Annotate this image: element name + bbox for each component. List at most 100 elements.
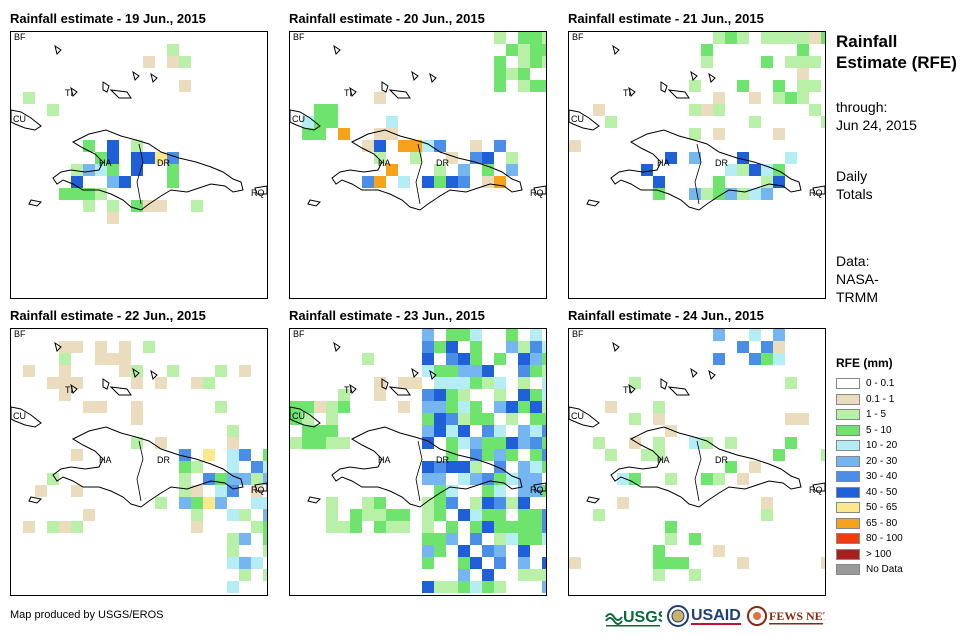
rainfall-cell	[665, 152, 677, 164]
rainfall-cell	[785, 377, 797, 389]
cuba-outline	[569, 406, 600, 428]
rainfall-map	[11, 341, 267, 593]
rainfall-cell	[326, 116, 338, 128]
bahamas-island-outline	[381, 81, 389, 93]
legend-swatch	[836, 393, 860, 405]
rainfall-cell	[338, 401, 350, 413]
rainfall-cell	[713, 353, 725, 365]
rainfall-cell	[434, 140, 446, 152]
turks-caicos-outline	[109, 386, 132, 396]
rainfall-cell	[155, 152, 167, 164]
bahamas-island-outline	[102, 378, 110, 390]
rainfall-cell	[458, 509, 470, 521]
rainfall-cell	[494, 545, 506, 557]
rainfall-cell	[107, 140, 119, 152]
rainfall-cell	[542, 521, 546, 533]
cuba-outline	[290, 406, 321, 428]
legend-swatch	[836, 548, 860, 560]
rainfall-cell	[542, 377, 546, 389]
usgs-wordmark: USGS	[623, 609, 662, 626]
rainfall-cell	[494, 437, 506, 449]
rainfall-cell	[143, 152, 155, 164]
rainfall-cell	[542, 80, 546, 92]
rainfall-cell	[542, 509, 546, 521]
rainfall-cell	[761, 509, 773, 521]
map-panel-21-jun: BF CU TI HA DR RQ	[568, 31, 826, 299]
panel-title-20-jun: Rainfall estimate - 20 Jun., 2015	[289, 11, 485, 26]
rainfall-cell	[809, 104, 821, 116]
rainfall-cell	[506, 401, 518, 413]
rainfall-cell	[59, 365, 71, 377]
coastline-outline	[586, 496, 601, 504]
legend-label: 0 - 0.1	[866, 378, 895, 389]
rainfall-cell	[227, 425, 239, 437]
rainfall-cell	[191, 377, 203, 389]
rainfall-cell	[773, 449, 785, 461]
rainfall-cell	[809, 56, 821, 68]
bahamas-island-outline	[628, 86, 636, 97]
rainfall-cell	[302, 437, 314, 449]
rainfall-cell	[59, 389, 71, 401]
rainfall-cell	[434, 533, 446, 545]
legend-label: 65 - 80	[866, 517, 898, 529]
rainfall-cell	[143, 56, 155, 68]
hispaniola-outline	[610, 426, 802, 508]
rainfall-cell	[263, 497, 267, 509]
rainfall-cell	[518, 341, 530, 353]
place-label-dr: DR	[157, 455, 170, 465]
rainfall-cell	[518, 425, 530, 437]
bahamas-island-outline	[150, 369, 158, 380]
rainfall-cell	[518, 557, 530, 569]
rainfall-cell	[749, 116, 761, 128]
rainfall-cell	[239, 557, 251, 569]
rainfall-cell	[398, 521, 410, 533]
hispaniola-outline	[331, 426, 523, 508]
rainfall-cell	[458, 353, 470, 365]
rainfall-cell	[653, 188, 665, 200]
rainfall-cell	[410, 377, 422, 389]
rainfall-cell	[458, 425, 470, 437]
place-label-rq: RQ	[809, 188, 823, 198]
rainfall-cell	[737, 32, 749, 44]
rainfall-cell	[410, 152, 422, 164]
bahamas-island-outline	[54, 44, 62, 55]
rainfall-cell	[494, 557, 506, 569]
rainfall-cell	[785, 413, 797, 425]
rainfall-cell	[179, 497, 191, 509]
rainfall-cell	[179, 56, 191, 68]
rainfall-cell	[593, 437, 605, 449]
place-label-ti: TI	[65, 385, 73, 395]
place-label-bf: BF	[293, 329, 305, 339]
place-label-cu: CU	[571, 411, 584, 421]
rainfall-cell	[458, 461, 470, 473]
rainfall-cell	[71, 341, 83, 353]
place-label-bf: BF	[572, 32, 584, 42]
rainfall-cell	[446, 341, 458, 353]
rainfall-cell	[665, 425, 677, 437]
rainfall-cell	[191, 200, 203, 212]
rainfall-cell	[569, 557, 581, 569]
rainfall-cell	[83, 401, 95, 413]
rainfall-cell	[470, 533, 482, 545]
bahamas-island-outline	[333, 341, 341, 352]
rainfall-cell	[530, 569, 542, 581]
place-label-rq: RQ	[530, 485, 544, 495]
rainfall-cell	[761, 341, 773, 353]
place-label-cu: CU	[13, 411, 26, 421]
rainfall-cell	[809, 80, 821, 92]
rainfall-cell	[422, 425, 434, 437]
rainfall-cell	[482, 437, 494, 449]
rainfall-cell	[131, 200, 143, 212]
rainfall-cell	[470, 437, 482, 449]
map-panel-19-jun: BF CU TI HA DR RQ	[10, 31, 268, 299]
rainfall-cell	[506, 44, 518, 56]
rainfall-cell	[518, 485, 530, 497]
rainfall-cell	[263, 545, 267, 557]
place-label-ti: TI	[344, 385, 352, 395]
usaid-wordmark: USAID	[691, 607, 741, 624]
rainfall-cell	[458, 365, 470, 377]
rainfall-cell	[494, 32, 506, 44]
rainfall-cell	[518, 401, 530, 413]
data-label: Data:	[836, 253, 870, 269]
puerto-rico-outline	[533, 185, 546, 195]
